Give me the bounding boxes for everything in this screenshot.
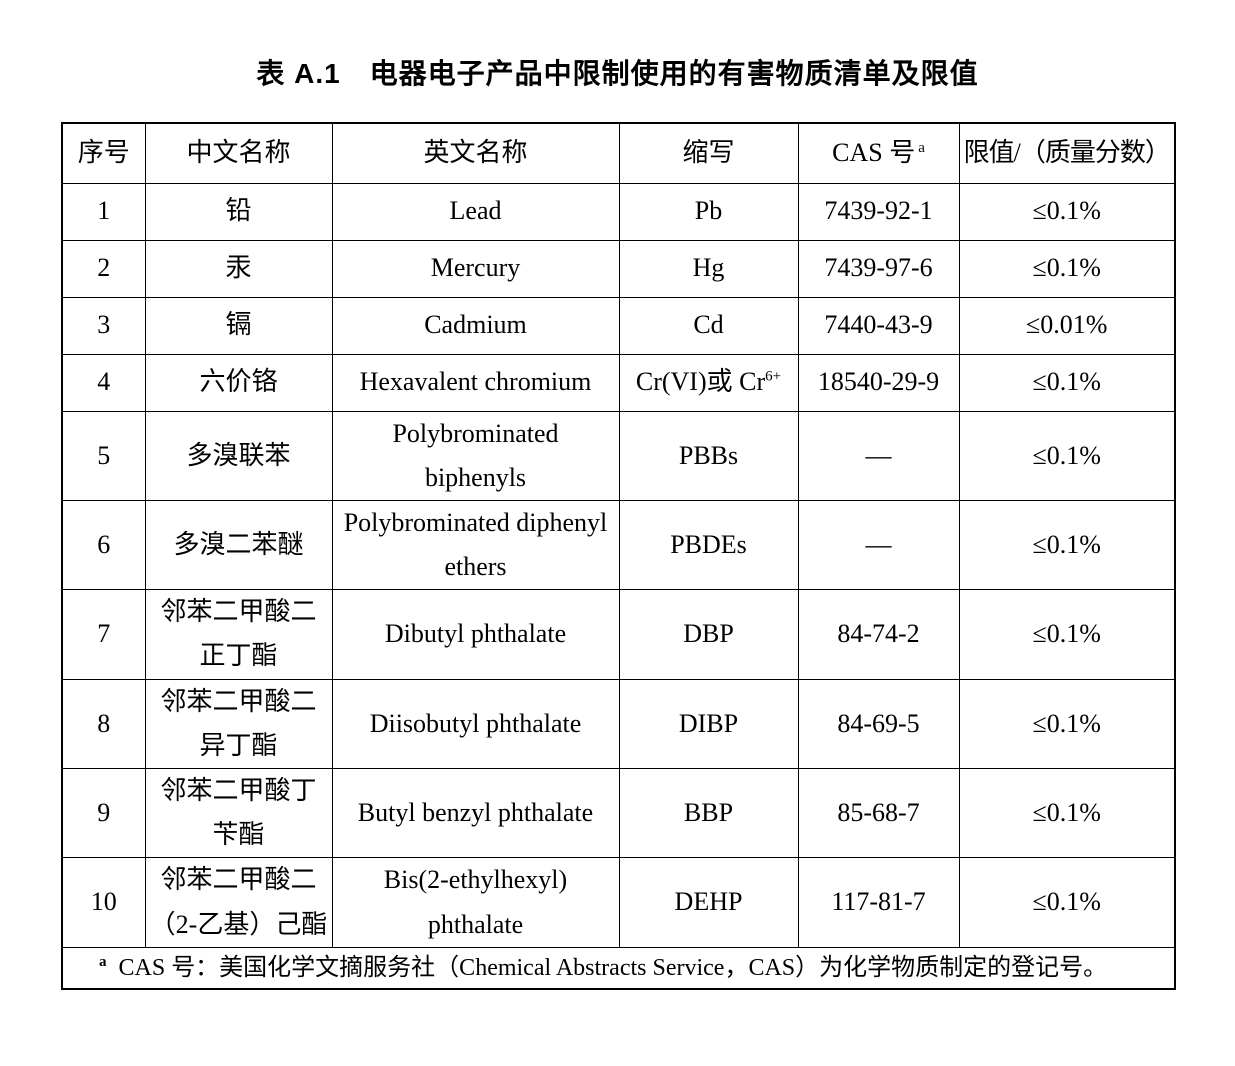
cas-cell: 85-68-7 <box>797 767 960 859</box>
cas-cell: 7439-97-6 <box>797 239 960 298</box>
header-abbr: 缩写 <box>618 122 799 184</box>
table-row-pbbs: 5 多溴联苯 Polybrominated biphenyls PBBs — ≤… <box>61 410 1176 501</box>
cas-cell: 18540-29-9 <box>797 353 960 412</box>
no-cell: 6 <box>61 499 146 591</box>
cas-cell: 7439-92-1 <box>797 182 960 241</box>
en-name-cell: Hexavalent chromium <box>331 353 620 412</box>
zh-name-cell: 铅 <box>144 182 333 241</box>
en-name-cell: Polybrominated diphenyl ethers <box>331 499 620 591</box>
cas-footnote-marker: a <box>918 139 925 156</box>
limit-cell: ≤0.1% <box>958 410 1176 501</box>
footnote-marker: a <box>99 954 107 970</box>
no-cell: 5 <box>61 410 146 501</box>
en-name-cell: Bis(2-ethylhexyl) phthalate <box>331 857 620 948</box>
header-cas-label: CAS 号 <box>832 138 916 168</box>
en-name-cell: Lead <box>331 182 620 241</box>
abbr-cell: Cd <box>618 296 799 355</box>
table-row-bbp: 9 邻苯二甲酸丁 苄酯 Butyl benzyl phthalate BBP 8… <box>61 767 1176 859</box>
footnote-row: a CAS 号：美国化学文摘服务社（Chemical Abstracts Serv… <box>61 946 1176 990</box>
limit-cell: ≤0.1% <box>958 353 1176 412</box>
table-row-dehp: 10 邻苯二甲酸二 （2-乙基）己酯 Bis(2-ethylhexyl) pht… <box>61 857 1176 948</box>
zh-name-cell: 邻苯二甲酸二 异丁酯 <box>144 678 333 770</box>
table-title: 表 A.1 电器电子产品中限制使用的有害物质清单及限值 <box>256 58 979 89</box>
header-zh-name: 中文名称 <box>144 122 333 184</box>
cas-cell: 84-74-2 <box>797 589 960 680</box>
header-no: 序号 <box>61 122 146 184</box>
abbr-cell: Cr(VI)或 Cr6+ <box>618 353 799 412</box>
table-row-dbp: 7 邻苯二甲酸二 正丁酯 Dibutyl phthalate DBP 84-74… <box>61 589 1176 680</box>
header-en-name: 英文名称 <box>331 122 620 184</box>
table-row-mercury: 2 汞 Mercury Hg 7439-97-6 ≤0.1% <box>61 239 1176 298</box>
en-name-cell: Polybrominated biphenyls <box>331 410 620 501</box>
zh-name-cell: 镉 <box>144 296 333 355</box>
en-name-cell: Mercury <box>331 239 620 298</box>
limit-cell: ≤0.1% <box>958 182 1176 241</box>
cas-cell: 117-81-7 <box>797 857 960 948</box>
en-name-cell: Butyl benzyl phthalate <box>331 767 620 859</box>
no-cell: 2 <box>61 239 146 298</box>
table-row-lead: 1 铅 Lead Pb 7439-92-1 ≤0.1% <box>61 182 1176 241</box>
zh-name-cell: 汞 <box>144 239 333 298</box>
cas-cell: 84-69-5 <box>797 678 960 770</box>
cas-cell: 7440-43-9 <box>797 296 960 355</box>
abbr-cell: DIBP <box>618 678 799 770</box>
limit-cell: ≤0.1% <box>958 857 1176 948</box>
no-cell: 9 <box>61 767 146 859</box>
limit-cell: ≤0.1% <box>958 589 1176 680</box>
table-row-pbdes: 6 多溴二苯醚 Polybrominated diphenyl ethers P… <box>61 499 1176 591</box>
zh-name-cell: 多溴联苯 <box>144 410 333 501</box>
header-limit: 限值/（质量分数） <box>958 122 1176 184</box>
limit-cell: ≤0.1% <box>958 239 1176 298</box>
cas-cell: — <box>797 499 960 591</box>
zh-name-cell: 多溴二苯醚 <box>144 499 333 591</box>
abbr-cell: BBP <box>618 767 799 859</box>
abbr-label: Cr(VI)或 Cr <box>635 367 766 397</box>
limit-cell: ≤0.1% <box>958 678 1176 770</box>
no-cell: 1 <box>61 182 146 241</box>
zh-name-cell: 六价铬 <box>144 353 333 412</box>
table-footnote: a CAS 号：美国化学文摘服务社（Chemical Abstracts Serv… <box>61 946 1176 990</box>
document-page: { "title": "表 A.1 电器电子产品中限制使用的有害物质清单及限值"… <box>0 52 1235 1066</box>
limit-cell: ≤0.1% <box>958 499 1176 591</box>
footnote-text: CAS 号：美国化学文摘服务社（Chemical Abstracts Servi… <box>118 955 1108 981</box>
abbr-cell: DBP <box>618 589 799 680</box>
table-row-hexavalent-chromium: 4 六价铬 Hexavalent chromium Cr(VI)或 Cr6+ 1… <box>61 353 1176 412</box>
en-name-cell: Diisobutyl phthalate <box>331 678 620 770</box>
en-name-cell: Dibutyl phthalate <box>331 589 620 680</box>
no-cell: 10 <box>61 857 146 948</box>
limit-cell: ≤0.1% <box>958 767 1176 859</box>
no-cell: 8 <box>61 678 146 770</box>
abbr-cell: Hg <box>618 239 799 298</box>
zh-name-cell: 邻苯二甲酸二 正丁酯 <box>144 589 333 680</box>
chromium-charge-sup: 6+ <box>765 368 782 385</box>
en-name-cell: Cadmium <box>331 296 620 355</box>
abbr-cell: Pb <box>618 182 799 241</box>
abbr-cell: PBBs <box>618 410 799 501</box>
abbr-cell: PBDEs <box>618 499 799 591</box>
table-row-dibp: 8 邻苯二甲酸二 异丁酯 Diisobutyl phthalate DIBP 8… <box>61 678 1176 770</box>
zh-name-cell: 邻苯二甲酸二 （2-乙基）己酯 <box>144 857 333 948</box>
no-cell: 3 <box>61 296 146 355</box>
table-row-cadmium: 3 镉 Cadmium Cd 7440-43-9 ≤0.01% <box>61 296 1176 355</box>
no-cell: 4 <box>61 353 146 412</box>
limit-cell: ≤0.01% <box>958 296 1176 355</box>
zh-name-cell: 邻苯二甲酸丁 苄酯 <box>144 767 333 859</box>
no-cell: 7 <box>61 589 146 680</box>
abbr-cell: DEHP <box>618 857 799 948</box>
cas-cell: — <box>797 410 960 501</box>
